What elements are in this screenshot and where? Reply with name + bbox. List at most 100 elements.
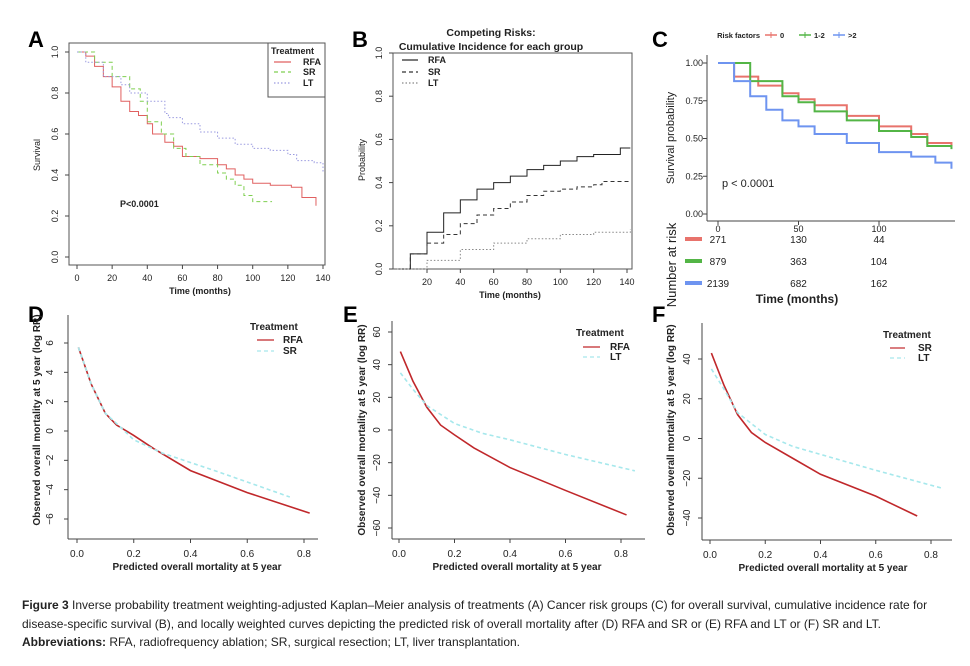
legend-label: 1-2 [814, 31, 825, 40]
y-tick-label: 0 [682, 435, 693, 441]
x-tick-label: 100 [245, 273, 260, 283]
risk-table-cell: 130 [790, 235, 807, 246]
x-tick-label: 0.6 [559, 549, 573, 560]
legend-title: Treatment [271, 46, 314, 56]
x-tick-label: 0.8 [297, 549, 311, 560]
series-line-LT [397, 229, 631, 270]
y-tick-label: 0.00 [685, 209, 703, 219]
y-tick-label: 0.4 [50, 169, 60, 182]
y-tick-label: 20 [372, 391, 383, 403]
panel-label: E [343, 302, 358, 327]
chart-title: Competing Risks: [446, 27, 535, 39]
legend-label: SR [303, 67, 316, 77]
y-tick-label: 6 [45, 340, 56, 346]
legend-label: LT [428, 78, 439, 88]
panel-A: A 0 20 40 60 80 100 120 140 0.0 0.2 0.4 0.6 0.8 1.0 Tim… [28, 27, 331, 296]
plot-frame [392, 52, 633, 270]
series-line-SR [710, 352, 918, 517]
y-tick-label: 0.2 [50, 210, 60, 223]
risk-table-cell: 104 [871, 257, 888, 268]
series-line-RFA [399, 351, 627, 516]
y-tick-label: −40 [682, 509, 693, 526]
x-axis-title: Time (months) [756, 292, 838, 306]
x-tick-label: 20 [422, 277, 432, 287]
x-tick-label: 0.2 [448, 549, 462, 560]
legend-label: >2 [848, 31, 857, 40]
legend-title: Treatment [883, 330, 931, 341]
legend-label: SR [428, 67, 441, 77]
y-tick-label: 0.6 [50, 128, 60, 141]
x-axis-title: Predicted overall mortality at 5 year [113, 562, 282, 573]
y-tick-label: −20 [372, 454, 383, 471]
y-axis-title: Probability [357, 138, 367, 181]
x-tick-label: 120 [280, 273, 295, 283]
y-tick-label: 20 [682, 393, 693, 405]
x-tick-label: 0.2 [127, 549, 141, 560]
caption-abbrev-label: Abbreviations: [22, 635, 107, 649]
caption-abbrev-text: RFA, radiofrequency ablation; SR, surgic… [106, 635, 520, 649]
risk-table-cell: 271 [710, 235, 727, 246]
y-axis-title: Survival [32, 139, 42, 171]
caption-figure-label: Figure 3 [22, 598, 69, 612]
y-tick-label: 0.25 [685, 171, 703, 181]
y-tick-label: 60 [372, 326, 383, 338]
x-tick-label: 100 [871, 224, 886, 234]
y-tick-label: 0 [372, 427, 383, 433]
x-axis-title: Predicted overall mortality at 5 year [433, 562, 602, 573]
x-tick-label: 0.8 [924, 550, 938, 561]
x-tick-label: 0.2 [758, 550, 772, 561]
legend-label: RFA [428, 55, 447, 65]
panel-label: A [28, 27, 44, 52]
y-axis-title: Survival probability [665, 91, 677, 184]
panel-label: C [652, 27, 668, 52]
p-value-annotation: p < 0.0001 [722, 178, 774, 190]
x-tick-label: 0.4 [814, 550, 828, 561]
legend-title: Risk factors [717, 31, 760, 40]
p-value-annotation: P<0.0001 [120, 199, 159, 209]
y-tick-label: 1.00 [685, 58, 703, 68]
legend-title: Treatment [576, 328, 624, 339]
panel-F: F 0.0 0.2 0.4 0.6 0.8 −40 −20 0 20 40 Predicted ove… [652, 302, 952, 574]
panel-label: D [28, 302, 44, 327]
x-tick-label: 0 [715, 224, 720, 234]
x-tick-label: 80 [213, 273, 223, 283]
x-tick-label: 40 [455, 277, 465, 287]
y-tick-label: −2 [45, 454, 56, 466]
legend-label: SR [283, 346, 298, 357]
x-tick-label: 0.0 [392, 549, 406, 560]
panel-D: D 0.0 0.2 0.4 0.6 0.8 −6 −4 −2 0 2 4 6 Predicted over… [28, 302, 318, 573]
x-tick-label: 40 [142, 273, 152, 283]
series-line-SR [397, 181, 631, 270]
x-tick-label: 0.0 [70, 549, 84, 560]
y-tick-label: 40 [682, 353, 693, 365]
risk-table-cell: 363 [790, 257, 807, 268]
series-line-LT [77, 51, 324, 173]
panel-E: E 0.0 0.2 0.4 0.6 0.8 −60 −40 −20 0 20 40 60 Predicte… [343, 302, 645, 573]
x-axis-title: Time (months) [169, 286, 231, 296]
series-line-SR [77, 51, 273, 203]
x-tick-label: 0.8 [614, 549, 628, 560]
risk-table-cell: 879 [710, 257, 727, 268]
x-tick-label: 0.0 [703, 550, 717, 561]
legend-label: LT [303, 78, 314, 88]
y-axis-title: Observed overall mortality at 5 year (lo… [666, 324, 677, 535]
y-tick-label: 0.6 [374, 133, 384, 146]
x-axis-title: Predicted overall mortality at 5 year [739, 563, 908, 574]
panel-C: C 0 50 100 0.00 0.25 0.50 0.75 1.00 Time (months)… [652, 27, 955, 307]
y-axis-title: Observed overall mortality at 5 year (lo… [357, 324, 368, 535]
x-axis-title: Time (months) [479, 290, 541, 300]
y-tick-label: 0.2 [374, 220, 384, 233]
legend-box [267, 42, 326, 98]
x-tick-label: 0.6 [869, 550, 883, 561]
x-tick-label: 80 [522, 277, 532, 287]
x-tick-label: 20 [107, 273, 117, 283]
series-line-RFA [397, 147, 631, 270]
legend-label: RFA [610, 342, 630, 353]
y-tick-label: 0.0 [50, 251, 60, 264]
risk-table-cell: 682 [790, 279, 807, 290]
y-tick-label: 40 [372, 359, 383, 371]
y-tick-label: 2 [45, 398, 56, 404]
x-tick-label: 120 [586, 277, 601, 287]
y-tick-label: −4 [45, 484, 56, 496]
